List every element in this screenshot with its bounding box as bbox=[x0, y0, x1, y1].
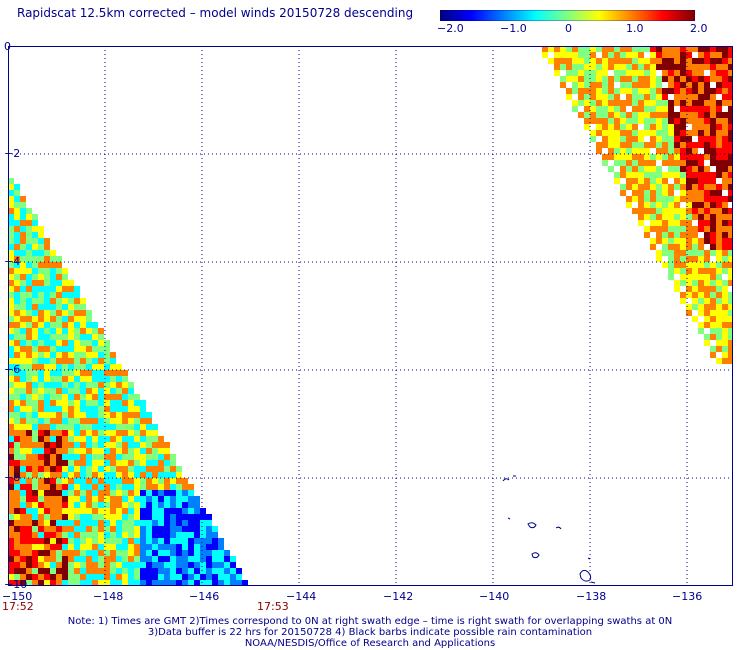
colorbar-tick-min: −2.0 bbox=[437, 22, 464, 35]
colorbar-tick-neg1: −1.0 bbox=[500, 22, 527, 35]
lat-label-8s: −8 bbox=[4, 471, 21, 484]
lon-label-150w: −150 bbox=[2, 590, 33, 603]
colorbar bbox=[440, 10, 695, 21]
note-line-1: Note: 1) Times are GMT 2)Times correspon… bbox=[67, 616, 673, 627]
colorbar-tick-max: 2.0 bbox=[690, 22, 708, 35]
chart-title: Rapidscat 12.5km corrected – model winds… bbox=[17, 6, 414, 20]
gridlines bbox=[8, 46, 733, 586]
lon-label-142w: −142 bbox=[383, 590, 414, 603]
lon-label-146w: −146 bbox=[189, 590, 220, 603]
lat-label-4s: −4 bbox=[4, 255, 21, 268]
note-line-2: 3)Data buffer is 22 hrs for 20150728 4) … bbox=[147, 627, 593, 638]
swath-right bbox=[542, 46, 733, 364]
lon-label-144w: −144 bbox=[286, 590, 317, 603]
wind-map bbox=[8, 46, 733, 586]
lon-label-148w: −148 bbox=[93, 590, 124, 603]
time-label-right: 17:53 bbox=[257, 600, 289, 613]
lat-label-6s: −6 bbox=[4, 363, 21, 376]
time-label-left: 17:52 bbox=[2, 600, 34, 613]
colorbar-tick-zero: 0 bbox=[565, 22, 572, 35]
lat-label-10s: −10 bbox=[4, 578, 28, 591]
coastlines-islands bbox=[502, 475, 596, 584]
lon-label-138w: −138 bbox=[576, 590, 607, 603]
lat-label-0: 0 bbox=[4, 40, 11, 53]
lon-label-136w: −136 bbox=[672, 590, 703, 603]
colorbar-tick-pos1: 1.0 bbox=[626, 22, 644, 35]
note-line-3: NOAA/NESDIS/Office of Research and Appli… bbox=[244, 638, 496, 649]
lon-label-140w: −140 bbox=[479, 590, 510, 603]
lat-label-2s: −2 bbox=[4, 147, 21, 160]
swath-left bbox=[8, 178, 248, 586]
map-frame bbox=[8, 46, 733, 586]
